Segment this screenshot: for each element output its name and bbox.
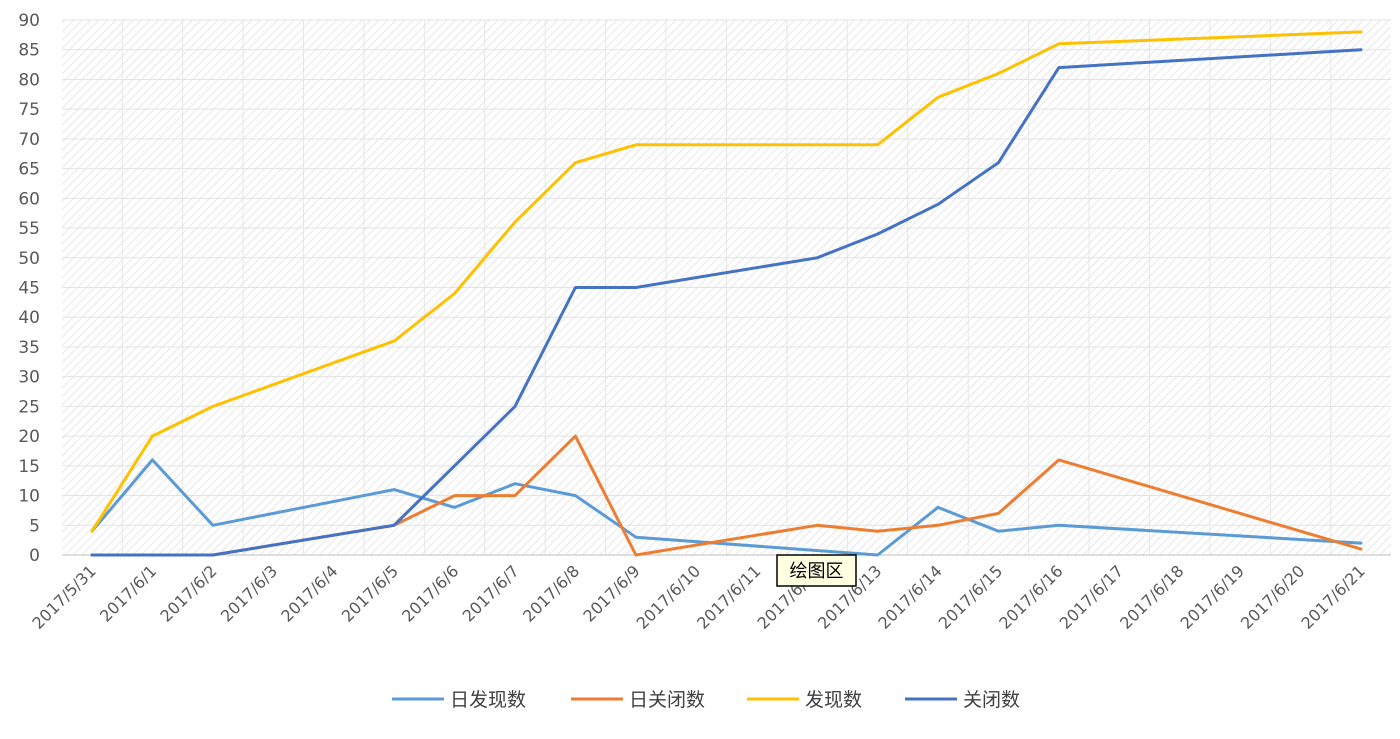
y-tick-label: 15 bbox=[18, 457, 40, 477]
y-tick-label: 80 bbox=[18, 70, 40, 90]
legend-label: 发现数 bbox=[805, 689, 862, 711]
y-tick-label: 20 bbox=[18, 427, 40, 447]
y-tick-label: 60 bbox=[18, 189, 40, 209]
tooltip: 绘图区 bbox=[777, 555, 856, 586]
y-tick-label: 30 bbox=[18, 368, 40, 388]
y-tick-label: 5 bbox=[29, 516, 40, 536]
legend-label: 关闭数 bbox=[963, 689, 1020, 711]
y-tick-label: 0 bbox=[29, 546, 40, 566]
tooltip-text: 绘图区 bbox=[790, 561, 844, 582]
y-tick-label: 45 bbox=[18, 279, 40, 299]
y-tick-label: 25 bbox=[18, 397, 40, 417]
y-tick-label: 35 bbox=[18, 338, 40, 358]
y-tick-label: 90 bbox=[18, 11, 40, 31]
legend-label: 日关闭数 bbox=[629, 689, 705, 711]
y-tick-label: 70 bbox=[18, 130, 40, 150]
y-tick-label: 75 bbox=[18, 100, 40, 120]
y-tick-label: 40 bbox=[18, 308, 40, 328]
y-tick-label: 10 bbox=[18, 487, 40, 507]
y-tick-label: 85 bbox=[18, 41, 40, 61]
legend-label: 日发现数 bbox=[450, 689, 526, 711]
y-tick-label: 55 bbox=[18, 219, 40, 239]
y-tick-label: 50 bbox=[18, 249, 40, 269]
y-tick-label: 65 bbox=[18, 160, 40, 180]
